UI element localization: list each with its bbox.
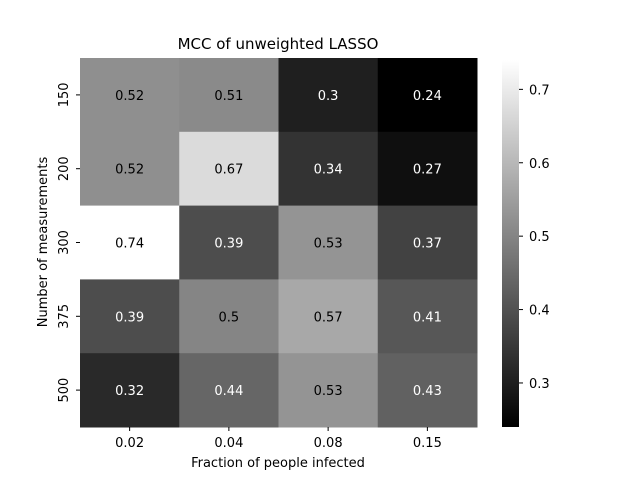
colorbar-ticks: 0.3 0.4 0.5 0.6 0.7 (519, 83, 550, 392)
cell-value-label: 0.41 (413, 310, 442, 325)
x-tick-label: 0.08 (314, 436, 343, 451)
colorbar-tick-label: 0.7 (529, 83, 550, 98)
cell-value-label: 0.53 (314, 237, 343, 252)
heatmap-cell (179, 279, 279, 354)
cell-value-label: 0.52 (115, 89, 144, 104)
cell-value-label: 0.53 (314, 384, 343, 399)
heatmap-cell (278, 353, 379, 428)
y-tick-label: 300 (57, 230, 72, 255)
y-tick-label: 150 (57, 82, 72, 107)
heatmap-cell (278, 131, 379, 207)
cell-value-label: 0.37 (413, 237, 442, 252)
cell-value-label: 0.52 (115, 163, 144, 178)
cell-value-label: 0.5 (219, 310, 240, 325)
heatmap-cell (80, 279, 180, 354)
y-tick-label: 375 (57, 304, 72, 329)
colorbar-tick-label: 0.5 (529, 230, 550, 245)
cell-value-label: 0.32 (115, 384, 144, 399)
heatmap-cell (80, 58, 180, 133)
heatmap-cell (179, 131, 279, 207)
x-axis-label: Fraction of people infected (191, 456, 365, 471)
cell-value-label: 0.57 (314, 310, 343, 325)
cell-value-label: 0.34 (314, 163, 343, 178)
x-axis-ticks: 0.02 0.04 0.08 0.15 (115, 427, 442, 451)
colorbar-tick-label: 0.6 (529, 157, 550, 172)
colorbar-tick-label: 0.3 (529, 377, 550, 392)
heatmap-cell (179, 205, 279, 280)
cell-value-label: 0.27 (413, 163, 442, 178)
cell-value-label: 0.3 (318, 89, 339, 104)
x-tick-label: 0.04 (214, 436, 243, 451)
heatmap-cell (377, 279, 478, 354)
chart-title: MCC of unweighted LASSO (178, 35, 379, 53)
heatmap-cell (80, 353, 180, 428)
x-tick-label: 0.15 (413, 436, 442, 451)
y-tick-label: 200 (57, 156, 72, 181)
cell-value-label: 0.67 (214, 163, 243, 178)
y-axis-ticks: 150 200 300 375 500 (57, 82, 80, 403)
cell-value-label: 0.39 (214, 237, 243, 252)
y-axis-label: Number of measurements (36, 157, 51, 328)
heatmap-cell (179, 353, 279, 428)
cell-value-label: 0.39 (115, 310, 144, 325)
x-tick-label: 0.02 (115, 436, 144, 451)
heatmap-cell (278, 279, 379, 354)
y-tick-label: 500 (57, 378, 72, 403)
heatmap-cell (377, 205, 478, 280)
cell-value-label: 0.24 (413, 89, 442, 104)
heatmap-cell (80, 131, 180, 207)
heatmap-cell (278, 58, 379, 133)
heatmap-cell (278, 205, 379, 280)
cell-value-label: 0.51 (214, 89, 243, 104)
colorbar (502, 60, 519, 427)
cell-value-label: 0.44 (214, 384, 243, 399)
heatmap-cell (377, 353, 478, 428)
heatmap-cell (377, 131, 478, 207)
heatmap-cell (377, 58, 478, 133)
heatmap-cell (179, 58, 279, 133)
cell-value-label: 0.43 (413, 384, 442, 399)
heatmap-cells: 0.52 0.51 0.3 0.24 0.52 0.67 0.34 0.27 0.74 0.39 0… (80, 58, 478, 428)
heatmap-cell (80, 205, 180, 280)
colorbar-tick-label: 0.4 (529, 304, 550, 319)
cell-value-label: 0.74 (115, 237, 144, 252)
